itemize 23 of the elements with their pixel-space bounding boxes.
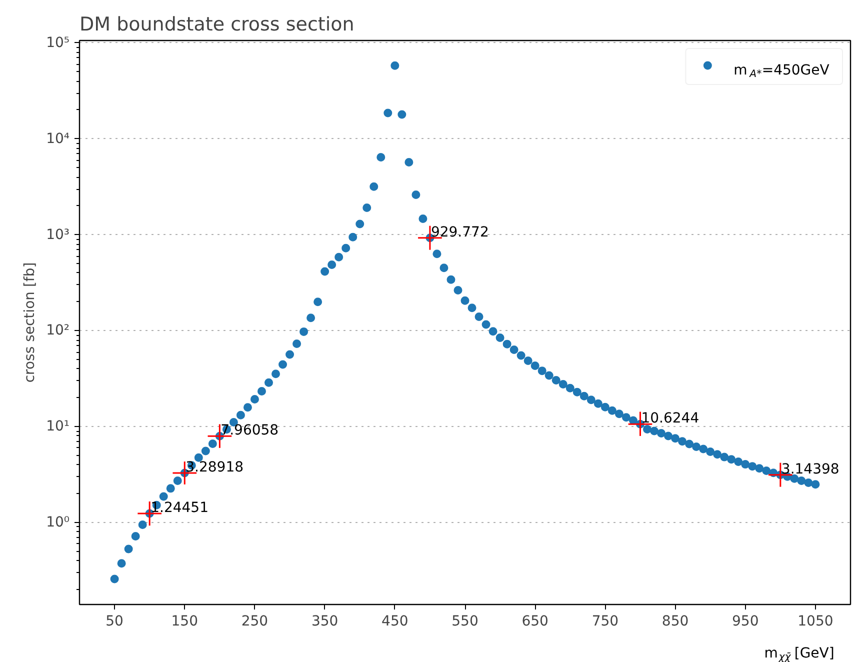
y-tick-label: 10³ (46, 226, 70, 243)
y-tick-label: 10⁵ (46, 34, 70, 51)
x-tick-label: 650 (522, 614, 548, 630)
x-tick-label: 550 (452, 614, 478, 630)
x-tick-label: 150 (171, 614, 198, 630)
x-tick-label: 250 (241, 614, 268, 630)
chart-title: DM boundstate cross section (80, 14, 354, 36)
y-tick-label: 10⁴ (46, 130, 70, 147)
x-tick-label: 950 (732, 614, 759, 630)
x-tick-label: 50 (106, 614, 124, 630)
x-tick-label: 850 (662, 614, 689, 630)
y-tick-label: 10² (46, 322, 70, 339)
y-tick-label: 10⁰ (46, 514, 70, 531)
data-label: 929.772 (430, 224, 489, 240)
x-tick-label: 750 (592, 614, 619, 630)
data-label: 1.24451 (150, 500, 208, 516)
data-label: 10.6244 (641, 410, 700, 427)
y-tick-label: 10¹ (46, 418, 70, 435)
y-axis-title: cross section [fb] (22, 262, 38, 383)
x-tick-label: 350 (311, 614, 338, 630)
data-label: 3.14398 (781, 461, 840, 478)
x-tick-label: 450 (382, 614, 408, 630)
x-tick-label: 1050 (798, 614, 834, 630)
